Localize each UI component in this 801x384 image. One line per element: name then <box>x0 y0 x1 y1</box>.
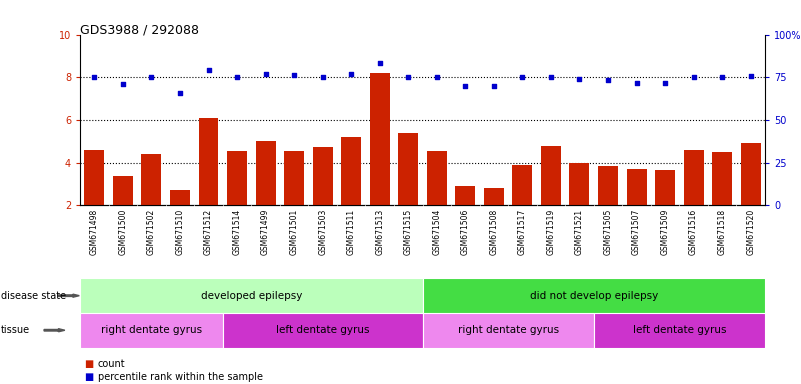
Bar <box>455 186 475 205</box>
Point <box>145 74 158 80</box>
Text: left dentate gyrus: left dentate gyrus <box>633 325 726 335</box>
Text: GSM671516: GSM671516 <box>689 209 698 255</box>
Bar <box>626 169 646 205</box>
Text: tissue: tissue <box>1 325 30 335</box>
Text: right dentate gyrus: right dentate gyrus <box>457 325 558 335</box>
Bar <box>570 163 590 205</box>
Text: GSM671502: GSM671502 <box>147 209 156 255</box>
Text: GSM671511: GSM671511 <box>347 209 356 255</box>
Point <box>716 74 729 80</box>
Text: GSM671519: GSM671519 <box>546 209 555 255</box>
Bar <box>423 278 765 313</box>
Point <box>573 76 586 83</box>
Bar <box>427 151 447 205</box>
Text: GSM671508: GSM671508 <box>489 209 498 255</box>
Bar <box>594 313 765 348</box>
Bar <box>484 189 504 205</box>
Bar <box>683 150 703 205</box>
Text: GSM671504: GSM671504 <box>433 209 441 255</box>
Bar <box>113 175 133 205</box>
Point <box>202 67 215 73</box>
Bar <box>712 152 732 205</box>
Bar <box>227 151 247 205</box>
Text: count: count <box>98 359 125 369</box>
Bar <box>370 73 390 205</box>
Point <box>373 60 386 66</box>
Text: ■: ■ <box>84 359 94 369</box>
Point <box>545 74 557 80</box>
Bar <box>741 144 761 205</box>
Point <box>402 74 415 80</box>
Text: right dentate gyrus: right dentate gyrus <box>101 325 202 335</box>
Text: disease state: disease state <box>1 291 66 301</box>
Point <box>260 71 272 77</box>
Bar <box>223 313 423 348</box>
Text: percentile rank within the sample: percentile rank within the sample <box>98 372 263 382</box>
Bar <box>423 313 594 348</box>
Bar <box>513 165 533 205</box>
Bar <box>142 154 162 205</box>
Point <box>630 79 643 86</box>
Text: GSM671520: GSM671520 <box>747 209 755 255</box>
Text: GSM671514: GSM671514 <box>232 209 242 255</box>
Point <box>116 81 129 87</box>
Point <box>288 72 300 78</box>
Bar <box>655 170 675 205</box>
Text: GSM671509: GSM671509 <box>661 209 670 255</box>
Point <box>658 79 671 86</box>
Bar <box>84 150 104 205</box>
Text: GSM671503: GSM671503 <box>318 209 327 255</box>
Text: ■: ■ <box>84 372 94 382</box>
Text: GSM671513: GSM671513 <box>375 209 384 255</box>
Bar <box>284 151 304 205</box>
Text: GSM671512: GSM671512 <box>204 209 213 255</box>
Bar <box>256 141 276 205</box>
Point <box>88 74 101 80</box>
Point <box>459 83 472 89</box>
Text: GSM671517: GSM671517 <box>518 209 527 255</box>
Text: GSM671506: GSM671506 <box>461 209 470 255</box>
Text: GSM671521: GSM671521 <box>575 209 584 255</box>
Text: GSM671505: GSM671505 <box>603 209 613 255</box>
Text: GDS3988 / 292088: GDS3988 / 292088 <box>80 23 199 36</box>
Point <box>316 74 329 80</box>
Text: GSM671518: GSM671518 <box>718 209 727 255</box>
Bar <box>398 133 418 205</box>
Point <box>344 71 357 77</box>
Bar <box>341 137 361 205</box>
Bar <box>80 313 223 348</box>
Bar <box>541 146 561 205</box>
Bar <box>80 278 423 313</box>
Point <box>488 83 501 89</box>
Text: GSM671498: GSM671498 <box>90 209 99 255</box>
Text: GSM671515: GSM671515 <box>404 209 413 255</box>
Point <box>516 74 529 80</box>
Point <box>602 78 614 84</box>
Text: GSM671499: GSM671499 <box>261 209 270 255</box>
Point <box>430 74 443 80</box>
Point <box>231 74 244 80</box>
Text: developed epilepsy: developed epilepsy <box>200 291 302 301</box>
Bar <box>199 118 219 205</box>
Text: did not develop epilepsy: did not develop epilepsy <box>529 291 658 301</box>
Text: GSM671500: GSM671500 <box>119 209 127 255</box>
Bar <box>598 166 618 205</box>
Point <box>687 74 700 80</box>
Bar <box>312 147 332 205</box>
Text: left dentate gyrus: left dentate gyrus <box>276 325 369 335</box>
Point <box>744 73 757 79</box>
Point <box>174 90 187 96</box>
Text: GSM671510: GSM671510 <box>175 209 184 255</box>
Bar <box>170 190 190 205</box>
Text: GSM671501: GSM671501 <box>290 209 299 255</box>
Text: GSM671507: GSM671507 <box>632 209 641 255</box>
